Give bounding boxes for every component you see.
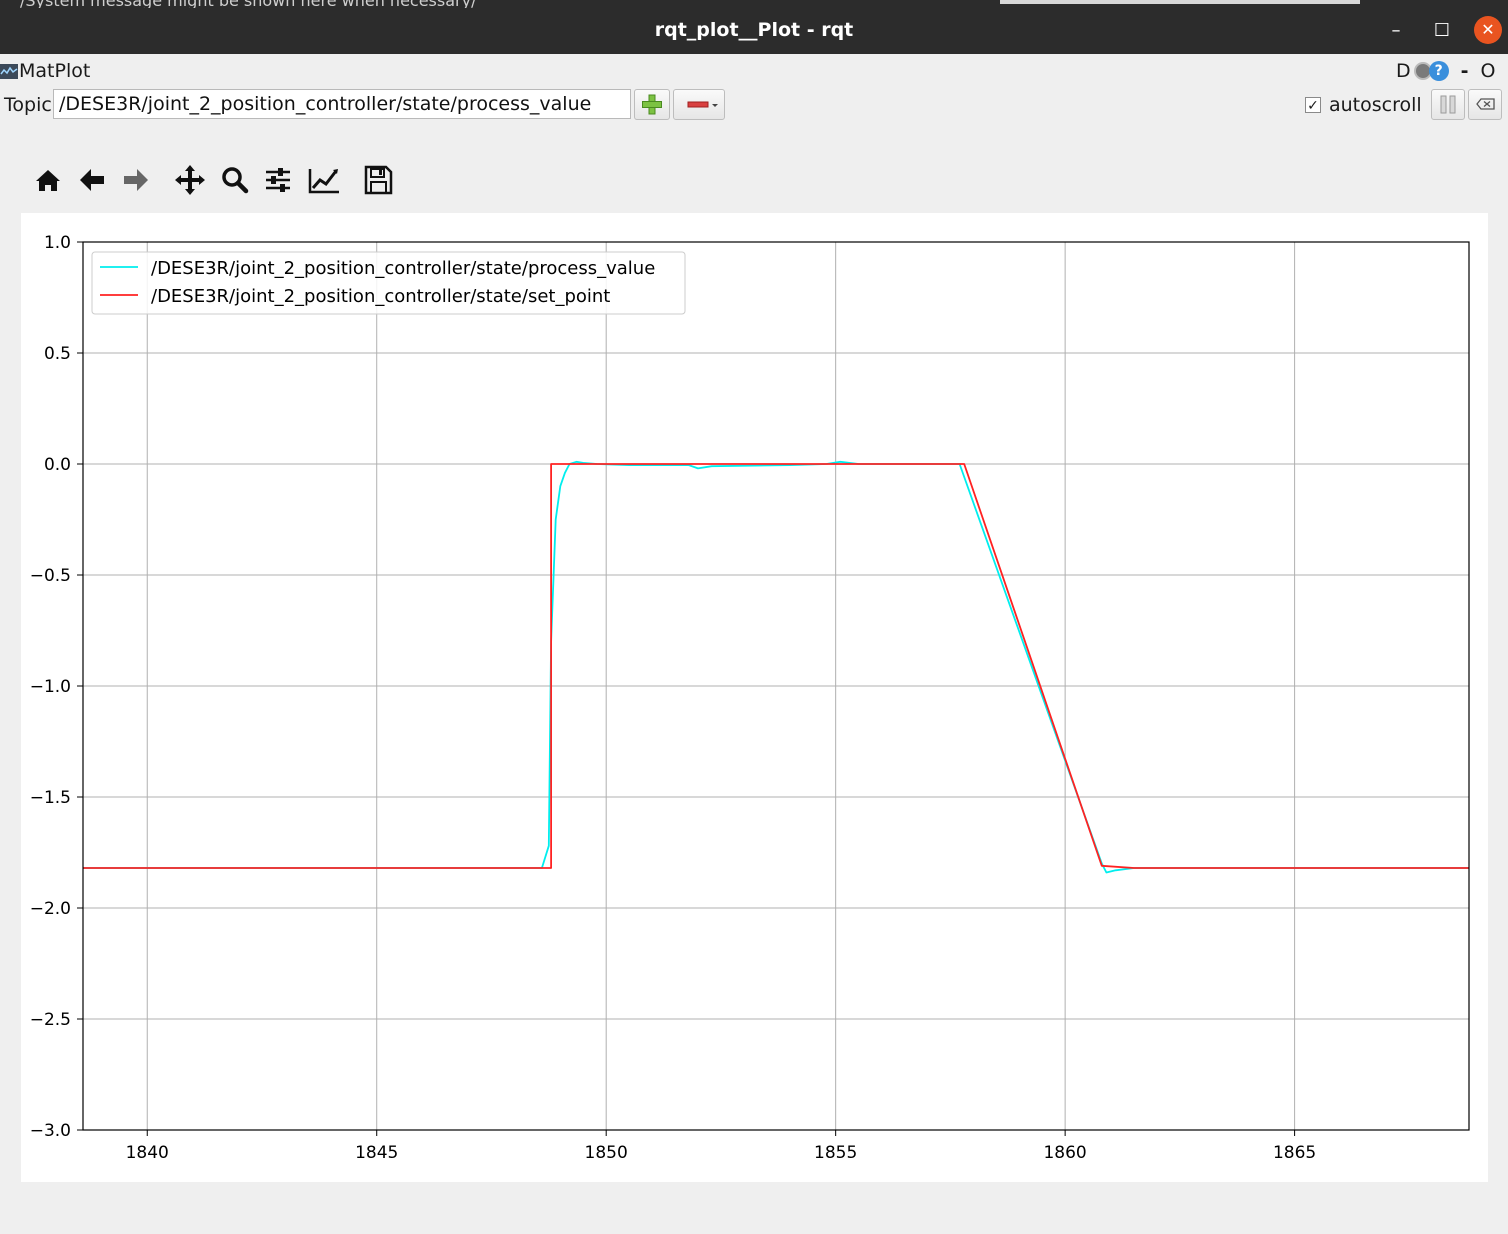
autoscroll-toggle[interactable]: ✓ autoscroll — [1305, 94, 1422, 116]
clear-icon — [1476, 98, 1495, 110]
autoscroll-label: autoscroll — [1329, 94, 1422, 116]
x-tick-label: 1845 — [355, 1143, 398, 1163]
x-tick-label: 1855 — [814, 1143, 857, 1163]
forward-arrow-icon[interactable] — [118, 160, 154, 200]
pause-icon — [1440, 95, 1456, 114]
y-tick-label: 0.5 — [44, 344, 71, 364]
configure-subplots-icon[interactable] — [260, 160, 296, 200]
y-tick-label: 0.0 — [44, 455, 71, 475]
plot-frame — [82, 241, 1470, 1131]
pan-icon[interactable] — [172, 160, 208, 200]
back-arrow-icon[interactable] — [74, 160, 110, 200]
plugin-title: MatPlot — [19, 60, 91, 82]
x-tick-label: 1865 — [1273, 1143, 1316, 1163]
window-title: rqt_plot__Plot - rqt — [654, 19, 854, 41]
close-button[interactable]: ✕ — [1474, 16, 1502, 44]
system-message: /System message might be shown here when… — [20, 0, 477, 10]
window-titlebar[interactable]: rqt_plot__Plot - rqt – ☐ ✕ — [0, 8, 1508, 54]
remove-topic-button[interactable] — [673, 89, 725, 120]
legend — [91, 251, 686, 315]
series-line-1 — [83, 460, 1469, 874]
y-tick-label: −1.0 — [30, 677, 71, 697]
save-icon[interactable] — [360, 160, 396, 200]
y-tick-label: −1.5 — [30, 788, 71, 808]
edit-curves-icon[interactable] — [306, 160, 342, 200]
plus-icon — [642, 94, 662, 115]
zoom-icon[interactable] — [216, 160, 252, 200]
clear-button[interactable] — [1468, 89, 1502, 120]
dock-label[interactable]: D — [1396, 60, 1411, 82]
autoscroll-checkbox[interactable]: ✓ — [1305, 97, 1321, 114]
add-topic-button[interactable] — [634, 89, 670, 120]
plugin-header: MatPlot D ? - O — [0, 58, 1508, 86]
series-line-2 — [83, 463, 1469, 869]
x-tick-label: 1840 — [126, 1143, 169, 1163]
line-chart: 1840 1845 1850 1855 1860 1865 1.0 0.5 0.0 −0.5 −1.… — [30, 233, 1470, 1163]
plot-canvas[interactable]: 1840 1845 1850 1855 1860 1865 1.0 0.5 0.0 −0.5 −1.… — [21, 213, 1488, 1182]
y-tick-label: −3.0 — [30, 1121, 71, 1141]
topic-input[interactable] — [53, 89, 631, 119]
pause-button[interactable] — [1431, 89, 1465, 120]
x-tick-label: 1860 — [1043, 1143, 1086, 1163]
y-tick-label: −2.0 — [30, 899, 71, 919]
legend-label-1: /DESE3R/joint_2_position_controller/stat… — [151, 258, 655, 279]
matplot-icon — [0, 64, 18, 79]
legend-label-2: /DESE3R/joint_2_position_controller/stat… — [151, 286, 610, 307]
y-tick-label: −0.5 — [30, 566, 71, 586]
minimize-plugin-button[interactable]: - — [1460, 60, 1469, 82]
system-message-bar: /System message might be shown here when… — [0, 0, 1508, 10]
plugin-controls: D ? - O — [1396, 60, 1496, 82]
x-tick-label: 1850 — [585, 1143, 628, 1163]
y-tick-label: −2.5 — [30, 1010, 71, 1030]
y-tick-label: 1.0 — [44, 233, 71, 253]
close-plugin-button[interactable]: O — [1480, 60, 1496, 82]
maximize-button[interactable]: ☐ — [1433, 20, 1451, 41]
minus-dropdown-icon — [687, 101, 718, 108]
system-bar-strip — [1000, 0, 1360, 4]
minimize-button[interactable]: – — [1391, 20, 1401, 41]
topic-label: Topic — [4, 94, 52, 116]
home-icon[interactable] — [30, 160, 66, 200]
topic-row: Topic ✓ autoscroll — [0, 88, 1508, 124]
help-icon[interactable]: ? — [1428, 61, 1449, 81]
